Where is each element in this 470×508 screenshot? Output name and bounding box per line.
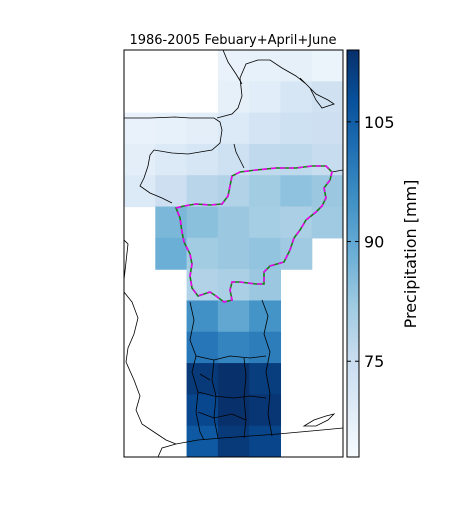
colorbar-bar — [347, 50, 359, 457]
grid-cell — [217, 300, 250, 333]
border-south-east — [261, 299, 273, 437]
grid-cell — [280, 175, 313, 208]
region-border-3 — [211, 359, 219, 439]
grid-cell — [155, 237, 188, 270]
colorbar-tick-label: 90 — [364, 233, 384, 252]
grid-cell — [249, 50, 282, 82]
coastline — [157, 427, 343, 457]
grid-cell — [186, 394, 219, 427]
grid-cell — [249, 394, 282, 427]
grid-cell — [217, 143, 250, 176]
grid-cell — [186, 206, 219, 239]
colorbar: 75 90 105 Precipitation [mm] — [346, 49, 420, 458]
grid-cell — [186, 331, 219, 364]
grid-cell — [249, 175, 282, 208]
basin-outline-magenta — [174, 165, 333, 303]
region-border-1 — [195, 355, 267, 361]
colorbar-frame — [346, 49, 360, 458]
grid-cell — [280, 81, 313, 114]
border-south-west — [189, 301, 205, 441]
border-north-east — [216, 59, 335, 119]
map-area — [124, 50, 343, 457]
colorbar-tick-label: 75 — [364, 352, 384, 371]
region-border-5 — [197, 411, 247, 421]
grid-cell — [217, 112, 250, 145]
grid-cell — [186, 425, 219, 457]
grid-cell — [217, 331, 250, 364]
grid-cell — [311, 81, 343, 114]
grid-cell — [217, 50, 250, 82]
colorbar-tick-label: 105 — [364, 113, 395, 132]
grid-cell — [249, 425, 282, 457]
grid-cell — [155, 143, 188, 176]
grid-cell — [249, 206, 282, 239]
border-north — [124, 116, 223, 204]
grid-cell — [186, 112, 219, 145]
grid-cell — [311, 143, 343, 176]
grid-cell — [186, 175, 219, 208]
grid-cell — [217, 269, 250, 302]
colorbar-ticks: 75 90 105 — [347, 113, 395, 371]
grid-cell — [155, 175, 188, 208]
grid-cell — [280, 112, 313, 145]
country-borders — [124, 50, 343, 457]
grid-cell — [249, 300, 282, 333]
grid-cell — [311, 175, 343, 208]
grid-cell — [280, 237, 313, 270]
border-inner-north — [233, 143, 245, 169]
colorbar-label: Precipitation [mm] — [401, 180, 420, 329]
grid-cell — [217, 237, 250, 270]
grid-cell — [249, 363, 282, 395]
grid-cell — [249, 269, 282, 302]
region-border-6 — [199, 373, 211, 381]
grid-cell — [249, 112, 282, 145]
region-border-2 — [197, 391, 267, 399]
grid-cell — [217, 81, 250, 114]
border-west — [124, 239, 129, 281]
map-frame — [123, 49, 344, 458]
grid-cell — [217, 206, 250, 239]
grid-cell — [280, 143, 313, 176]
border-west-coast — [124, 291, 177, 445]
grid-cell — [249, 81, 282, 114]
border-top — [222, 50, 243, 85]
grid-cell — [124, 175, 156, 208]
grid-cell — [311, 112, 343, 145]
grid-cell — [186, 300, 219, 333]
precipitation-grid — [124, 50, 343, 457]
border-east — [331, 169, 343, 173]
grid-cell — [311, 50, 343, 82]
grid-cell — [280, 50, 313, 82]
region-border-4 — [243, 357, 247, 439]
map-title: 1986-2005 Febuary+April+June — [129, 33, 336, 48]
grid-cell — [186, 363, 219, 395]
lagoon — [302, 413, 336, 427]
grid-cell — [124, 143, 156, 176]
grid-cell — [124, 112, 156, 145]
grid-cell — [280, 206, 313, 239]
